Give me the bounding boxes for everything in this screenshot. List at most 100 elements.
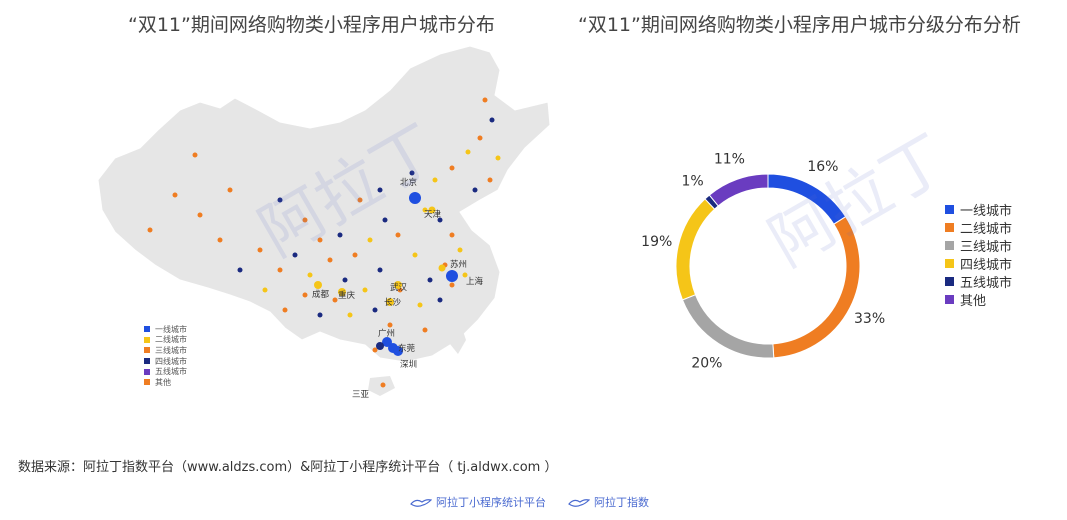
city-dot (377, 187, 383, 193)
city-dots-small (147, 97, 501, 388)
map-legend-swatch (144, 336, 150, 343)
donut-legend-item: 二线城市 (945, 218, 1013, 237)
city-dot (327, 257, 333, 263)
city-dot (317, 312, 323, 318)
city-dot (422, 207, 428, 213)
donut-legend-swatch (945, 258, 954, 268)
city-dot (262, 287, 268, 293)
map-legend-label: 五线城市 (155, 367, 187, 377)
donut-slice (675, 198, 716, 301)
city-dot (317, 237, 323, 243)
donut-legend-item: 四线城市 (945, 254, 1013, 273)
donut-data-label: 11% (714, 152, 745, 168)
city-labels: 北京 天津 苏州 上海 武汉 成都 重庆 长沙 广州 东莞 深圳 三亚 (312, 177, 484, 400)
city-dot (362, 287, 368, 293)
aladdin-lamp-icon (410, 499, 432, 507)
city-dot (417, 302, 423, 308)
donut-slices (675, 173, 861, 359)
map-legend-item: 三线城市 (144, 345, 187, 356)
city-dot (449, 165, 455, 171)
donut-legend-swatch (945, 222, 954, 232)
map-legend-swatch (144, 368, 150, 375)
donut-legend-label: 四线城市 (960, 257, 1013, 273)
city-dot (457, 247, 463, 253)
city-dot (277, 267, 283, 273)
city-dot (227, 187, 233, 193)
donut-legend-swatch (945, 204, 954, 214)
donut-data-label: 20% (691, 355, 722, 371)
city-dot (387, 322, 393, 328)
donut-legend-label: 三线城市 (960, 239, 1013, 255)
china-city-map: 北京 天津 苏州 上海 武汉 成都 重庆 长沙 广州 东莞 深圳 三亚 (97, 45, 551, 400)
city-dot (422, 327, 428, 333)
map-legend-label: 其他 (155, 377, 171, 387)
city-dot (302, 292, 308, 298)
city-dot (357, 197, 363, 203)
map-legend-label: 一线城市 (155, 324, 187, 334)
city-dot (332, 297, 338, 303)
city-dot (217, 237, 223, 243)
city-dot (282, 307, 288, 313)
city-label-changsha: 长沙 (384, 297, 402, 308)
map-legend-item: 四线城市 (144, 356, 187, 367)
city-dot (237, 267, 243, 273)
city-dot (372, 307, 378, 313)
donut-data-label: 33% (854, 311, 885, 327)
city-dot (352, 252, 358, 258)
donut-legend-swatch (945, 240, 954, 250)
city-dot (495, 155, 501, 161)
taiwan-island (450, 322, 466, 354)
city-dot (489, 117, 495, 123)
donut-legend-swatch (945, 294, 954, 304)
donut-slice (767, 173, 847, 225)
city-dot (432, 177, 438, 183)
map-legend-item: 一线城市 (144, 324, 187, 335)
map-legend-swatch (144, 326, 150, 333)
city-dot-foshan (376, 342, 384, 350)
city-dot (172, 192, 178, 198)
donut-data-label: 1% (682, 173, 704, 189)
map-legend-label: 二线城市 (155, 335, 187, 345)
city-dot (382, 217, 388, 223)
city-dot (437, 217, 443, 223)
donut-slice (681, 294, 775, 359)
data-source-note: 数据来源：阿拉丁指数平台（www.aldzs.com）&阿拉丁小程序统计平台（ … (18, 460, 558, 475)
city-dot (462, 272, 468, 278)
city-label-sanya: 三亚 (352, 390, 370, 400)
city-dot (302, 217, 308, 223)
donut-chart: 16% 33% 20% 19% 1% 11% (641, 152, 885, 372)
donut-legend: 一线城市 二线城市 三线城市 四线城市 五线城市 其他 (945, 200, 1013, 309)
city-label-beijing: 北京 (400, 177, 417, 188)
city-dot (477, 135, 483, 141)
city-label-dongguan: 东莞 (398, 343, 416, 354)
city-dot (449, 282, 455, 288)
donut-legend-item: 一线城市 (945, 200, 1012, 219)
city-label-chengdu: 成都 (312, 289, 330, 300)
city-dot-chengdu (314, 281, 322, 289)
city-label-wuhan: 武汉 (390, 282, 408, 293)
city-dot (192, 152, 198, 158)
city-dot (412, 252, 418, 258)
city-dot (482, 97, 488, 103)
map-legend-label: 三线城市 (155, 345, 187, 355)
city-dot (465, 149, 471, 155)
city-dots-large (314, 192, 458, 356)
city-dot (147, 227, 153, 233)
city-dot (487, 177, 493, 183)
donut-slice (708, 173, 769, 207)
donut-legend-label: 其他 (960, 293, 987, 309)
city-dot-suzhou (438, 264, 446, 272)
map-legend-label: 四线城市 (155, 356, 187, 366)
map-legend-swatch (144, 379, 150, 386)
city-dot (427, 277, 433, 283)
footer-brand-index-label: 阿拉丁指数 (594, 496, 649, 509)
city-dot (277, 197, 283, 203)
map-title: “双11”期间网络购物类小程序用户城市分布 (128, 14, 495, 36)
city-dot (372, 347, 378, 353)
donut-legend-item: 五线城市 (945, 272, 1012, 291)
city-dot-wuhan (394, 281, 402, 289)
city-dot-changsha (386, 298, 394, 306)
donut-legend-label: 二线城市 (960, 221, 1013, 237)
city-dot (257, 247, 263, 253)
city-dot-tianjin (428, 206, 436, 214)
